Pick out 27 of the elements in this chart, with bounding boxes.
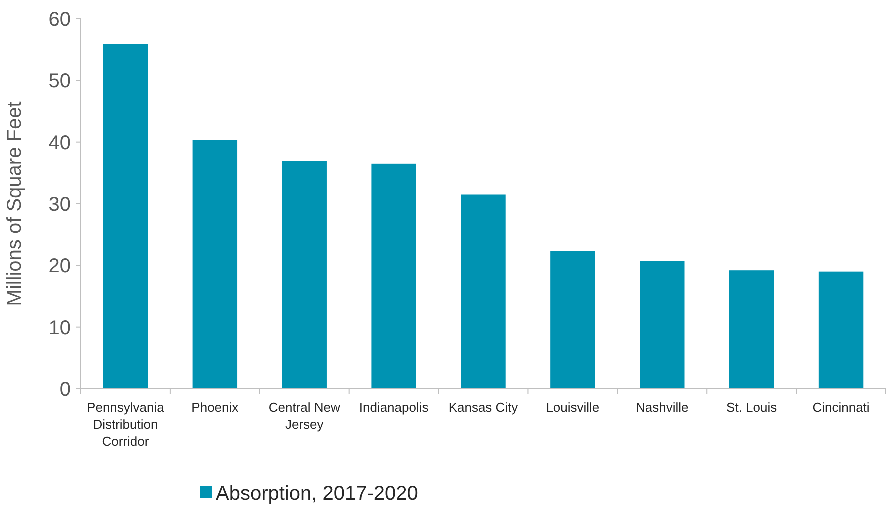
x-tick-label: Indianapolis — [359, 400, 430, 415]
bar — [729, 270, 774, 389]
y-tick-label: 30 — [48, 194, 71, 216]
bar — [818, 272, 864, 389]
x-tick-label: Cincinnati — [812, 400, 870, 415]
y-tick-label: 20 — [48, 256, 71, 278]
y-tick-label: 50 — [48, 70, 71, 93]
bar — [550, 251, 596, 389]
bar — [461, 194, 506, 389]
y-tick-label: 60 — [48, 9, 71, 31]
x-tick-label: St. Louis — [726, 400, 778, 415]
y-axis-title: Millions of Square Feet — [4, 101, 26, 306]
x-tick-label: Louisville — [546, 400, 600, 415]
x-tick-label: Nashville — [636, 400, 689, 415]
bar — [640, 261, 685, 389]
bar — [103, 44, 148, 389]
bar — [282, 161, 327, 389]
legend-label: Absorption, 2017-2020 — [216, 483, 418, 505]
bar — [192, 140, 238, 389]
y-tick-label: 40 — [48, 132, 71, 154]
y-tick-label: 10 — [48, 317, 71, 340]
x-tick-label: Kansas City — [448, 400, 519, 415]
y-tick-label: 0 — [60, 379, 71, 401]
x-tick-label: Phoenix — [192, 400, 240, 415]
x-tick-label: Pennsylvania Distribution Corridor — [87, 400, 166, 449]
x-tick-label: Central New Jersey — [268, 400, 341, 432]
bar — [372, 164, 416, 389]
